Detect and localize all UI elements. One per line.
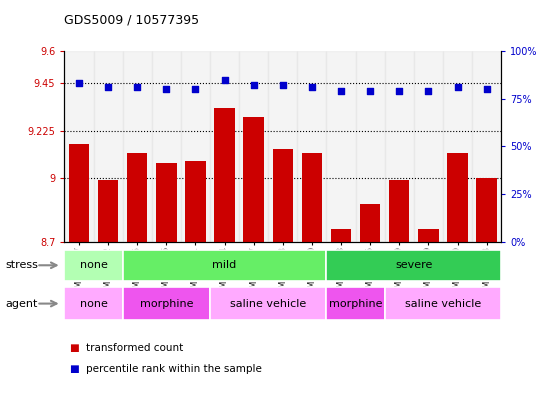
Bar <box>268 51 297 242</box>
Bar <box>123 287 210 320</box>
Point <box>74 80 83 86</box>
Bar <box>414 51 443 242</box>
Bar <box>418 229 438 242</box>
Bar <box>64 287 123 320</box>
Point <box>395 88 404 94</box>
Text: morphine: morphine <box>329 299 382 309</box>
Point <box>278 82 287 88</box>
Text: morphine: morphine <box>139 299 193 309</box>
Point <box>482 86 491 92</box>
Text: none: none <box>80 299 108 309</box>
Point <box>307 84 316 90</box>
Bar <box>181 51 210 242</box>
Bar <box>64 51 94 242</box>
Bar <box>239 51 268 242</box>
Bar <box>64 250 123 281</box>
Text: saline vehicle: saline vehicle <box>405 299 481 309</box>
Bar <box>98 180 118 242</box>
Text: transformed count: transformed count <box>86 343 183 353</box>
Bar <box>210 287 326 320</box>
Bar <box>302 153 322 242</box>
Bar <box>214 108 235 242</box>
Bar <box>297 51 326 242</box>
Text: saline vehicle: saline vehicle <box>230 299 306 309</box>
Text: percentile rank within the sample: percentile rank within the sample <box>86 364 262 375</box>
Bar <box>210 51 239 242</box>
Point <box>191 86 200 92</box>
Point <box>337 88 346 94</box>
Point <box>133 84 142 90</box>
Bar <box>123 51 152 242</box>
Bar <box>389 180 409 242</box>
Bar <box>443 51 472 242</box>
Bar <box>123 250 326 281</box>
Bar <box>472 51 501 242</box>
Text: none: none <box>80 260 108 270</box>
Text: agent: agent <box>6 299 38 309</box>
Bar <box>326 51 356 242</box>
Text: mild: mild <box>212 260 237 270</box>
Point <box>249 82 258 88</box>
Bar <box>273 149 293 242</box>
Text: ■: ■ <box>70 343 83 353</box>
Point <box>162 86 171 92</box>
Bar <box>152 51 181 242</box>
Bar <box>94 51 123 242</box>
Text: ■: ■ <box>70 364 83 375</box>
Bar <box>385 287 501 320</box>
Bar <box>156 163 176 242</box>
Bar <box>331 229 351 242</box>
Point <box>104 84 113 90</box>
Bar <box>360 204 380 242</box>
Bar <box>477 178 497 242</box>
Point <box>453 84 462 90</box>
Bar <box>69 144 89 242</box>
Text: stress: stress <box>6 260 39 270</box>
Bar <box>185 161 206 242</box>
Text: severe: severe <box>395 260 432 270</box>
Text: GDS5009 / 10577395: GDS5009 / 10577395 <box>64 14 199 27</box>
Bar <box>127 153 147 242</box>
Bar <box>447 153 468 242</box>
Bar <box>326 287 385 320</box>
Point <box>424 88 433 94</box>
Point <box>220 77 229 83</box>
Point <box>366 88 375 94</box>
Bar <box>244 117 264 242</box>
Bar <box>385 51 414 242</box>
Bar <box>356 51 385 242</box>
Bar <box>326 250 501 281</box>
